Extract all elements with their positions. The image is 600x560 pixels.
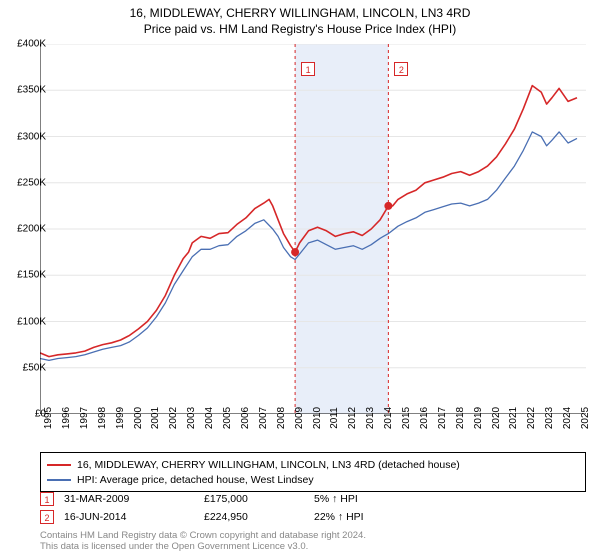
legend-label: HPI: Average price, detached house, West… [77,474,314,486]
x-tick-label: 1999 [115,407,126,429]
sale-marker-box: 2 [394,62,408,76]
x-tick-label: 2023 [544,407,555,429]
sale-price: £224,950 [204,511,304,523]
legend-swatch-0 [47,464,71,466]
sale-hpi-delta: 22% ↑ HPI [314,511,434,523]
x-tick-label: 2001 [150,407,161,429]
y-tick-label: £50K [23,362,46,373]
sale-date: 16-JUN-2014 [64,511,194,523]
chart-container: 16, MIDDLEWAY, CHERRY WILLINGHAM, LINCOL… [0,0,600,560]
footer-line: This data is licensed under the Open Gov… [40,541,366,552]
sale-hpi-delta: 5% ↑ HPI [314,493,434,505]
x-tick-label: 2009 [294,407,305,429]
x-tick-label: 2007 [258,407,269,429]
x-tick-label: 2000 [133,407,144,429]
chart-area [40,44,586,414]
x-tick-label: 2018 [455,407,466,429]
x-tick-label: 2021 [508,407,519,429]
x-tick-label: 2015 [401,407,412,429]
x-tick-label: 2011 [329,407,340,429]
x-tick-label: 2005 [222,407,233,429]
chart-title: 16, MIDDLEWAY, CHERRY WILLINGHAM, LINCOL… [0,6,600,20]
sale-marker-box: 1 [301,62,315,76]
sales-row: 2 16-JUN-2014 £224,950 22% ↑ HPI [40,508,586,526]
sale-marker-icon: 1 [40,492,54,506]
sale-price: £175,000 [204,493,304,505]
x-tick-label: 1995 [43,407,54,429]
y-tick-label: £300K [17,131,46,142]
x-tick-label: 2006 [240,407,251,429]
legend-swatch-1 [47,479,71,481]
sale-date: 31-MAR-2009 [64,493,194,505]
x-tick-label: 2022 [526,407,537,429]
legend-row: 16, MIDDLEWAY, CHERRY WILLINGHAM, LINCOL… [47,457,579,472]
legend-label: 16, MIDDLEWAY, CHERRY WILLINGHAM, LINCOL… [77,459,460,471]
sales-table: 1 31-MAR-2009 £175,000 5% ↑ HPI 2 16-JUN… [40,490,586,526]
legend-row: HPI: Average price, detached house, West… [47,472,579,487]
y-tick-label: £150K [17,270,46,281]
sale-marker-icon: 2 [40,510,54,524]
legend-panel: 16, MIDDLEWAY, CHERRY WILLINGHAM, LINCOL… [40,452,586,492]
x-tick-label: 2019 [473,407,484,429]
x-tick-label: 1996 [61,407,72,429]
x-tick-label: 2024 [562,407,573,429]
x-tick-label: 2025 [580,407,591,429]
x-tick-label: 2016 [419,407,430,429]
x-tick-label: 2017 [437,407,448,429]
x-tick-label: 2010 [312,407,323,429]
x-tick-label: 2012 [347,407,358,429]
x-tick-label: 2002 [168,407,179,429]
y-tick-label: £400K [17,39,46,50]
y-tick-label: £100K [17,316,46,327]
plot-svg [40,44,586,414]
y-tick-label: £350K [17,85,46,96]
x-tick-label: 2003 [186,407,197,429]
chart-subtitle: Price paid vs. HM Land Registry's House … [0,22,600,36]
x-tick-label: 2004 [204,407,215,429]
x-tick-label: 1997 [79,407,90,429]
x-tick-label: 2014 [383,407,394,429]
y-tick-label: £250K [17,177,46,188]
footer-line: Contains HM Land Registry data © Crown c… [40,530,366,541]
x-tick-label: 1998 [97,407,108,429]
sales-row: 1 31-MAR-2009 £175,000 5% ↑ HPI [40,490,586,508]
x-tick-label: 2013 [365,407,376,429]
title-block: 16, MIDDLEWAY, CHERRY WILLINGHAM, LINCOL… [0,0,600,36]
footer-attribution: Contains HM Land Registry data © Crown c… [40,530,366,553]
x-tick-label: 2020 [491,407,502,429]
y-tick-label: £200K [17,224,46,235]
x-tick-label: 2008 [276,407,287,429]
